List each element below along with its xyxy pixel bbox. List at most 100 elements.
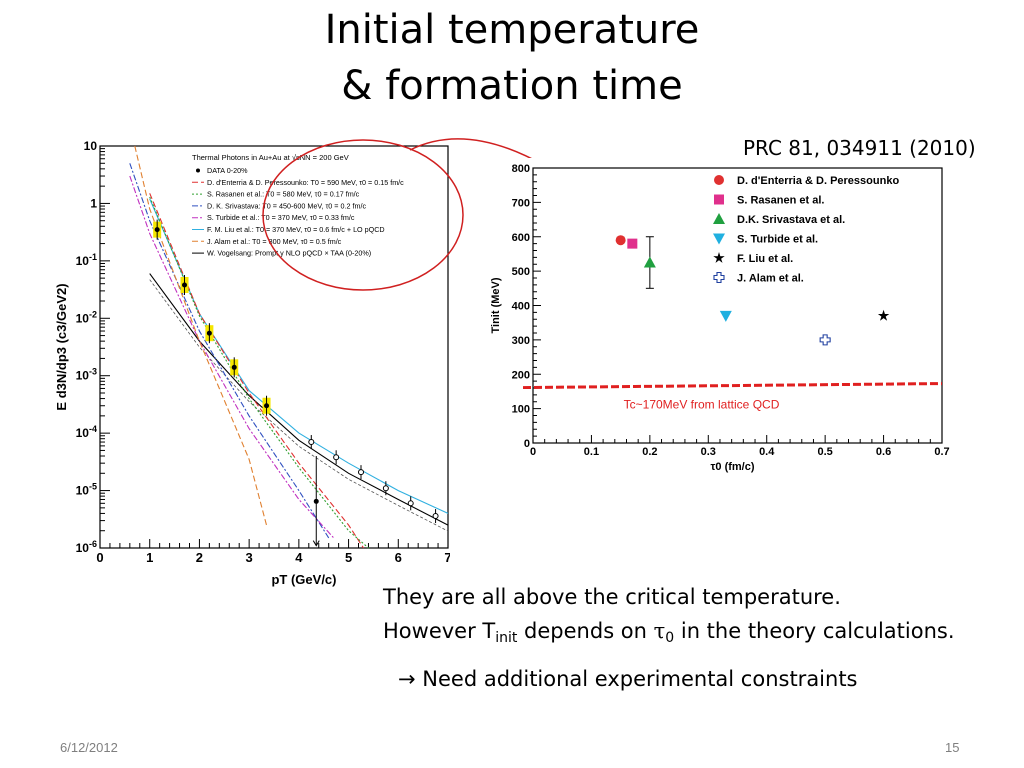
y-tick-label: 0 — [524, 438, 530, 450]
text-line-3-content: Need additional experimental constraints — [415, 667, 858, 691]
legend-highlight-ellipse — [262, 139, 464, 291]
legend-entry: S. Rasanen et al.: T0 = 580 MeV, τ0 = 0.… — [207, 190, 360, 199]
reference-citation: PRC 81, 034911 (2010) — [743, 136, 976, 160]
text-line-2-sub: init — [495, 630, 518, 646]
y-tick-label: 700 — [512, 197, 530, 209]
text-line-2-tau-sub: 0 — [665, 630, 675, 646]
x-tick-label: 4 — [295, 550, 303, 565]
x-tick-label: 0.2 — [642, 446, 657, 458]
upper-limit-arrow — [312, 540, 320, 547]
curve-d-d-enterria-d-peressounko — [149, 193, 364, 549]
point-d-d-enterria-d-peressounko — [615, 235, 626, 246]
text-line-2: However Tinit depends on τ0 in the theor… — [383, 614, 955, 655]
x-tick-label: 2 — [196, 550, 203, 565]
x-tick-label: 0.4 — [759, 446, 775, 458]
legend-entry: D. d'Enterria & D. Peressounko — [737, 175, 899, 187]
legend-marker — [714, 194, 724, 205]
legend-marker — [713, 271, 725, 284]
legend-marker — [713, 252, 725, 263]
y-tick-label: 10-6 — [76, 539, 97, 555]
y-tick-label: 10-5 — [76, 482, 97, 498]
legend-entry: S. Turbide et al.: T0 = 370 MeV, τ0 = 0.… — [207, 213, 355, 222]
y-axis-label: E d3N/dp3 (c3/GeV2) — [54, 283, 69, 410]
tc-line — [522, 382, 943, 390]
y-tick-label: 600 — [512, 232, 530, 244]
data-point — [264, 403, 270, 409]
text-line-2-a: However T — [383, 619, 496, 643]
right-arrow-icon: → — [398, 667, 416, 691]
y-tick-label: 500 — [512, 266, 530, 278]
y-tick-label: 10-2 — [76, 309, 97, 325]
x-axis-label: pT (GeV/c) — [271, 572, 336, 587]
legend-entry: W. Vogelsang: Prompt γ NLO pQCD × TAA (0… — [207, 249, 371, 258]
x-tick-label: 0.3 — [701, 446, 716, 458]
x-tick-label: 0.1 — [584, 446, 599, 458]
data-point — [231, 364, 237, 370]
curve-j-alam-et-al- — [134, 145, 268, 526]
legend-title: Thermal Photons in Au+Au at √sNN = 200 G… — [192, 153, 349, 162]
open-point — [358, 469, 364, 476]
curve-s-rasanen-et-al- — [149, 196, 369, 549]
point-d-k-srivastava-et-al- — [643, 256, 656, 268]
y-tick-label: 10-3 — [76, 367, 97, 383]
legend-entry: DATA 0-20% — [207, 166, 248, 175]
x-tick-label: 5 — [345, 550, 352, 565]
open-point — [407, 500, 414, 507]
title-line-2: & formation time — [341, 63, 683, 109]
legend-entry: J. Alam et al.: T0 = 300 MeV, τ0 = 0.5 f… — [207, 237, 342, 246]
text-line-2-b: depends on — [517, 619, 654, 643]
slide-number: 15 — [945, 740, 960, 755]
point-s-turbide-et-al- — [719, 310, 732, 322]
point-j-alam-et-al- — [819, 334, 831, 346]
y-tick-label: 10 — [84, 139, 98, 153]
open-point — [308, 439, 315, 446]
legend-entry: F. M. Liu et al.: T0 = 370 MeV, τ0 = 0.6… — [207, 225, 385, 234]
x-tick-label: 0 — [96, 550, 103, 565]
y-tick-label: 400 — [512, 301, 530, 313]
legend-entry: S. Turbide et al. — [737, 234, 818, 246]
open-point — [432, 513, 439, 520]
data-point — [182, 282, 188, 288]
point-s-rasanen-et-al- — [627, 238, 638, 249]
y-tick-label: 10-4 — [76, 424, 97, 440]
x-axis-label: τ0 (fm/c) — [710, 461, 754, 473]
open-point — [333, 454, 340, 461]
x-tick-label: 0.6 — [876, 446, 891, 458]
y-tick-label: 1 — [90, 196, 97, 210]
curve-vogelsang-band — [149, 279, 449, 532]
data-point — [154, 227, 160, 233]
y-tick-label: 300 — [512, 335, 530, 347]
title-line-1: Initial temperature — [324, 7, 700, 53]
y-tick-label: 100 — [512, 404, 530, 416]
legend-marker — [713, 213, 725, 224]
x-tick-label: 1 — [146, 550, 153, 565]
legend-entry: F. Liu et al. — [737, 253, 793, 265]
legend-entry: D. K. Srivastava: T0 = 450-600 MeV, τ0 =… — [207, 201, 366, 210]
open-point — [382, 485, 389, 492]
curve-d-k-srivastava — [129, 163, 330, 539]
curve-s-turbide-et-al- — [129, 175, 335, 539]
legend-marker — [196, 168, 200, 173]
text-line-1: They are all above the critical temperat… — [383, 585, 841, 609]
x-tick-label: 7 — [444, 550, 450, 565]
point-f-liu-et-al- — [877, 309, 890, 321]
curve-w-vogelsang — [149, 273, 449, 526]
x-tick-label: 0 — [530, 446, 536, 458]
legend-entry: D. d'Enterria & D. Peressounko: T0 = 590… — [207, 178, 404, 187]
tc-annotation: Tc~170MeV from lattice QCD — [624, 398, 780, 412]
photon-spectrum-chart: 0 1 2 3 4 5 6 7 10 1 10-1 10-2 10-3 10-4 10-5 10-6 pT (G… — [50, 128, 450, 588]
slide-title: Initial temperature & formation time — [0, 2, 1024, 114]
slide-date: 6/12/2012 — [60, 740, 118, 755]
x-tick-label: 0.5 — [817, 446, 832, 458]
legend-entry: S. Rasanen et al. — [737, 195, 824, 207]
data-point — [313, 498, 319, 504]
tinit-vs-tau-chart: 0 0.1 0.2 0.3 0.4 0.5 0.6 0.7 0 100 200 300 400 500 60… — [487, 158, 952, 483]
legend-entry: J. Alam et al. — [737, 273, 804, 285]
legend-entry: D.K. Srivastava et al. — [737, 214, 845, 226]
plot-frame — [99, 145, 449, 549]
y-axis-label: Tinit (MeV) — [490, 277, 502, 333]
legend-marker — [714, 175, 724, 185]
y-tick-label: 200 — [512, 369, 530, 381]
x-tick-label: 3 — [246, 550, 253, 565]
y-tick-label: 10-1 — [76, 252, 97, 268]
